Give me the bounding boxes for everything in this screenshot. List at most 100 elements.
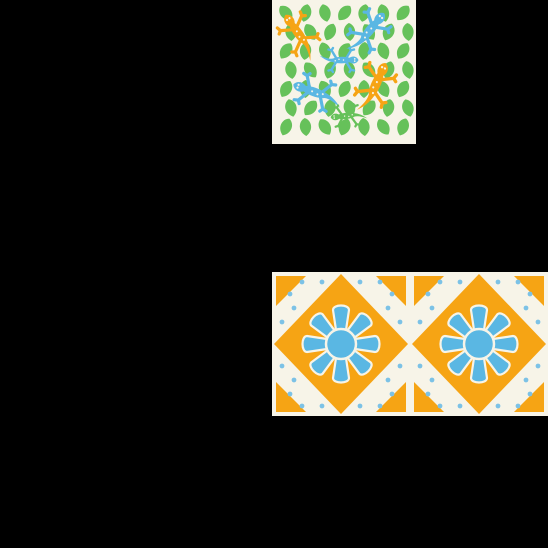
lizard-leg <box>350 102 359 115</box>
corner-triangle <box>414 382 444 412</box>
lizard-eye <box>296 86 299 89</box>
leaf <box>382 99 395 117</box>
lizard <box>330 102 368 129</box>
lizard-leg <box>365 36 377 55</box>
sun-petal <box>353 334 381 354</box>
dot <box>437 403 443 409</box>
leaf <box>358 118 370 136</box>
lizard-eye <box>353 58 356 60</box>
corner-triangle <box>376 276 406 306</box>
dot <box>515 279 521 285</box>
dot <box>515 403 521 409</box>
lizard-eye <box>288 17 291 20</box>
leaf <box>299 118 312 136</box>
lizard-eye <box>353 60 356 62</box>
dot <box>535 319 541 325</box>
sun-petal <box>439 334 467 354</box>
leaf <box>402 61 414 79</box>
sun-petal <box>447 349 474 376</box>
dot <box>457 403 463 409</box>
sun-petal <box>346 349 373 376</box>
lizard-leg <box>318 95 328 113</box>
leaf <box>304 100 318 116</box>
sun-petal <box>301 334 329 354</box>
dot <box>397 363 403 369</box>
lizard-body <box>284 14 311 62</box>
lizard-spot <box>342 59 345 61</box>
dot <box>523 377 529 383</box>
dot <box>319 403 325 409</box>
dot <box>287 391 293 397</box>
leaf <box>318 119 332 135</box>
dot <box>417 319 423 325</box>
lizard-leg <box>295 10 307 28</box>
leaf <box>280 81 293 97</box>
lizard-leg <box>303 32 322 42</box>
dot <box>299 279 305 285</box>
lizard-leg <box>302 71 312 89</box>
leaf <box>285 99 297 117</box>
leaf <box>318 42 331 60</box>
lizard-leg <box>373 91 388 110</box>
lizard-leg <box>374 25 393 35</box>
corner-triangle <box>514 382 544 412</box>
dot <box>279 363 285 369</box>
lizard-eye <box>333 117 336 119</box>
sun-petal <box>447 312 474 339</box>
lizard <box>275 10 322 62</box>
lizard-spot <box>298 35 301 38</box>
lizard-leg <box>327 46 338 59</box>
leaf <box>397 80 410 98</box>
dot <box>299 403 305 409</box>
lizard-eye <box>380 66 384 69</box>
tile <box>274 274 408 414</box>
leaf <box>402 23 414 41</box>
sun-petal <box>484 312 511 339</box>
lizard-eye <box>383 67 387 70</box>
lizard-eye <box>297 83 300 86</box>
leaf <box>377 42 390 60</box>
lizard-leg <box>379 73 399 84</box>
corner-triangle <box>414 276 444 306</box>
dot <box>291 377 297 383</box>
sun-petal <box>469 304 489 332</box>
sun-diamond-tile-icon <box>274 274 546 414</box>
sun-petal <box>469 356 489 384</box>
dot <box>287 291 293 297</box>
sun-petal <box>491 334 519 354</box>
dot <box>291 305 297 311</box>
dot <box>535 363 541 369</box>
lizard-leg <box>345 46 356 59</box>
lizard-spot <box>365 31 368 34</box>
lizard-spot <box>351 114 353 116</box>
lizard-eye <box>333 115 335 117</box>
leaf <box>402 99 414 117</box>
lizard-eye <box>380 16 384 20</box>
lizard-leg <box>290 39 302 58</box>
dot <box>357 403 363 409</box>
leaf <box>285 61 297 79</box>
leaf <box>303 62 317 78</box>
lizard-leg <box>363 60 378 79</box>
lizard-pattern-panel <box>272 0 416 144</box>
lizard <box>319 46 359 74</box>
dot <box>523 305 529 311</box>
sun-petal <box>331 304 351 332</box>
leaf <box>396 43 410 59</box>
dot <box>495 403 501 409</box>
lizard-eye <box>285 18 289 22</box>
dot <box>385 305 391 311</box>
dot <box>279 319 285 325</box>
dot <box>429 305 435 311</box>
sun-center <box>462 327 496 361</box>
corner-triangle <box>514 276 544 306</box>
tile <box>412 274 546 414</box>
lizard-leg <box>345 61 356 74</box>
lizard-leg <box>346 27 365 37</box>
dot <box>377 279 383 285</box>
dot <box>527 291 533 297</box>
leaf <box>338 5 352 20</box>
lizard-spot <box>334 60 336 62</box>
lizard-spot <box>370 27 373 30</box>
